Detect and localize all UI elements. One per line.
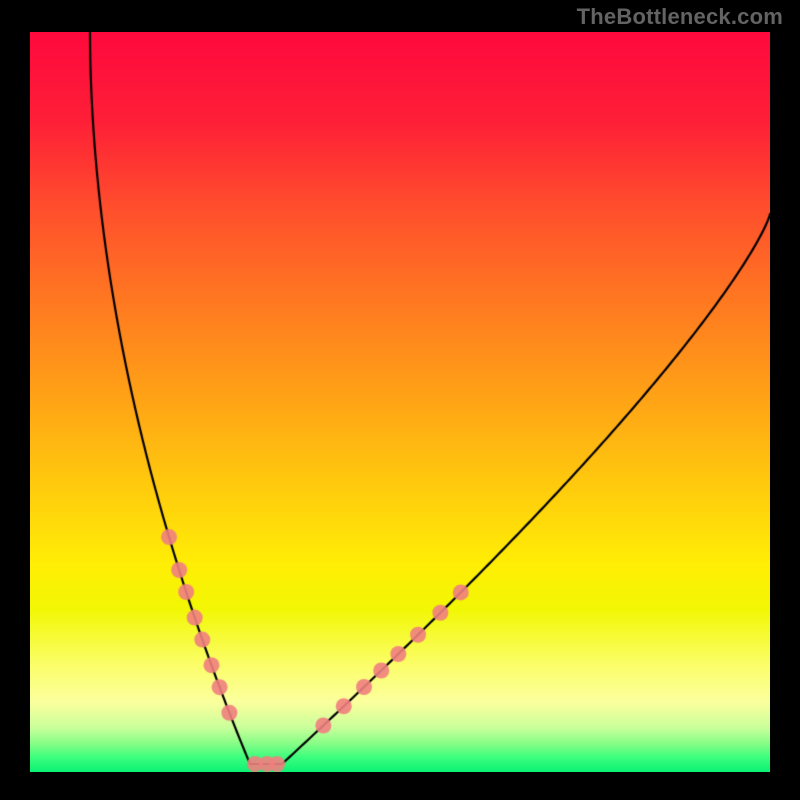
chart-stage: TheBottleneck.com — [0, 0, 800, 800]
bottleneck-curve-plot — [30, 32, 770, 772]
watermark-text: TheBottleneck.com — [577, 4, 783, 30]
